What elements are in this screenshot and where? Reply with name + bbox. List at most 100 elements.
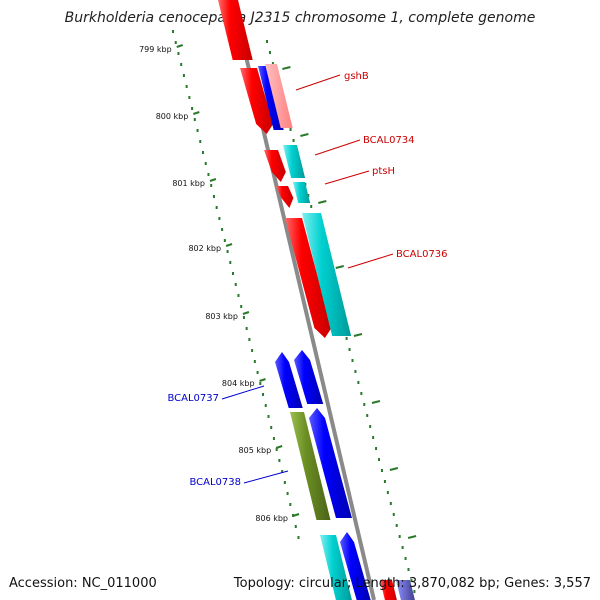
major-tick-mark <box>193 111 200 115</box>
outer-tick-dot <box>389 502 392 505</box>
inner-tick-dot <box>210 184 213 187</box>
inner-tick-dot <box>240 305 243 308</box>
inner-tick-dot <box>253 360 256 363</box>
red-cds-bcal0736 <box>285 218 332 338</box>
major-tick-mark <box>176 44 184 48</box>
outer-tick-dot <box>398 535 401 538</box>
red-cds-bottom <box>380 580 397 600</box>
outer-tick-dot <box>407 568 410 571</box>
navy-cds-bottom <box>396 580 415 600</box>
inner-tick-dot <box>188 96 191 99</box>
inner-tick-dot <box>281 470 284 473</box>
inner-tick-dot <box>180 63 183 66</box>
gene-label-bcal0734: BCAL0734 <box>363 135 415 146</box>
olive-cds-bcal0738 <box>290 412 331 520</box>
genome-summary-text: Topology: circular; Length: 3,870,082 bp… <box>233 576 591 591</box>
tick-label: 802 kbp <box>188 244 221 253</box>
major-tick-mark <box>242 311 250 315</box>
inner-tick-dot <box>256 371 259 374</box>
inner-tick-dot <box>297 536 300 539</box>
tick-label: 803 kbp <box>205 312 238 321</box>
outer-tick-dot <box>378 458 381 461</box>
inner-tick-dot <box>223 239 226 242</box>
outer-tick-dot <box>266 40 268 43</box>
inner-tick-dot <box>185 85 188 88</box>
inner-tick-dot <box>259 382 262 385</box>
outer-tick-dot <box>372 436 375 439</box>
major-tick-marks <box>176 44 417 539</box>
outer-major-tick-mark <box>282 66 291 70</box>
inner-tick-dot <box>264 404 267 407</box>
inner-tick-dot <box>172 30 174 33</box>
outer-tick-dot <box>413 590 416 593</box>
inner-tick-dot <box>215 206 218 209</box>
inner-tick-dot <box>262 393 265 396</box>
outer-tick-dot <box>345 337 348 340</box>
outer-tick-dot <box>369 425 372 428</box>
callout-line <box>295 74 341 91</box>
outer-tick-dot <box>268 51 271 54</box>
inner-tick-dot <box>226 250 229 253</box>
tick-labels: 799 kbp 800 kbp 801 kbp 802 kbp 803 kbp 804 k… <box>139 45 288 523</box>
gene-label-bcal0737: BCAL0737 <box>167 393 219 404</box>
inner-tick-dot <box>267 415 270 418</box>
outer-major-tick-mark <box>353 333 363 337</box>
inner-tick-dot <box>204 162 207 165</box>
red-cds-top <box>218 0 253 60</box>
cyan-cds-bcal0734 <box>283 145 306 178</box>
tick-label: 804 kbp <box>222 379 255 388</box>
outer-tick-dot <box>404 557 407 560</box>
outer-major-tick-mark <box>389 467 399 471</box>
major-tick-mark <box>292 513 300 517</box>
inner-tick-dot <box>207 173 210 176</box>
outer-tick-dot <box>375 447 378 450</box>
inner-tick-dot <box>248 338 251 341</box>
outer-tick-dot <box>271 62 274 65</box>
inner-tick-dot <box>177 52 180 55</box>
blue-cds-bcal0738 <box>309 408 352 518</box>
major-tick-mark <box>209 178 217 182</box>
outer-tick-dot <box>292 139 295 142</box>
feature-track[interactable] <box>218 0 415 600</box>
tick-label: 806 kbp <box>255 514 288 523</box>
callout-line <box>243 470 289 484</box>
outer-major-tick-mark <box>407 535 417 539</box>
gene-label-ptsh: ptsH <box>372 166 395 177</box>
outer-tick-dot <box>401 546 404 549</box>
inner-tick-dot <box>174 41 177 44</box>
tick-label: 800 kbp <box>156 112 189 121</box>
inner-tick-dot <box>289 503 292 506</box>
outer-tick-dot <box>363 403 366 406</box>
outer-major-tick-mark <box>335 265 344 269</box>
outer-major-tick-mark <box>371 400 381 404</box>
outer-tick-dot <box>354 370 357 373</box>
inner-tick-dot <box>202 151 205 154</box>
gene-callouts: gshB BCAL0734 ptsH BCAL0736 BCAL0737 BCAL0738 <box>167 71 447 488</box>
red-cds-gshb-region <box>240 68 274 134</box>
inner-tick-dot <box>218 217 221 220</box>
outer-tick-dot <box>351 359 354 362</box>
inner-tick-dot <box>229 261 232 264</box>
major-tick-mark <box>225 243 233 247</box>
outer-tick-dot <box>392 513 395 516</box>
inner-tick-dot <box>221 228 224 231</box>
inner-tick-dot <box>286 492 289 495</box>
inner-tick-dot <box>251 349 254 352</box>
red-cds-ptsh <box>276 186 294 208</box>
inner-tick-dot <box>270 426 273 429</box>
red-cds-bcal0734 <box>264 150 286 182</box>
outer-tick-dot <box>366 414 369 417</box>
tick-label: 799 kbp <box>139 45 172 54</box>
outer-tick-dot <box>380 469 383 472</box>
outer-tick-dot <box>386 491 389 494</box>
outer-tick-dot <box>383 480 386 483</box>
major-tick-mark <box>259 378 266 382</box>
gene-label-gshb: gshB <box>344 71 369 82</box>
inner-tick-dot <box>237 294 240 297</box>
inner-tick-dot <box>272 437 275 440</box>
outer-tick-dot <box>357 381 360 384</box>
outer-tick-dot <box>348 348 351 351</box>
inner-tick-dot <box>191 107 194 110</box>
inner-tick-dot <box>199 140 202 143</box>
